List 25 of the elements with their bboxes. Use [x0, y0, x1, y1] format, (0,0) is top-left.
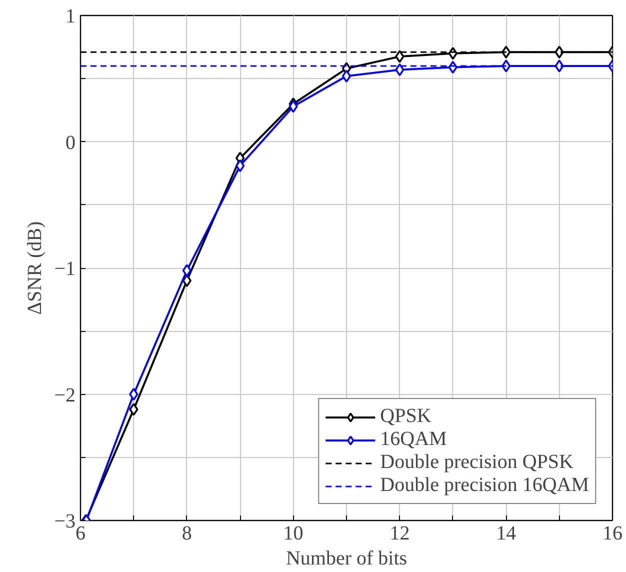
point	[236, 159, 245, 172]
y-tick-label: −1	[54, 258, 76, 280]
point	[342, 70, 352, 82]
x-tick-label: 10	[283, 522, 304, 544]
point	[288, 100, 298, 113]
y-tick-label: 1	[66, 6, 76, 28]
y-tick-label: 0	[66, 132, 76, 154]
x-tick-label: 12	[390, 522, 410, 544]
x-tick-label: 14	[496, 522, 516, 544]
point	[129, 388, 138, 401]
legend-label: Double precision 16QAM	[380, 474, 589, 497]
x-tick-label: 16	[602, 522, 622, 544]
y-axis-title: ΔSNR (dB)	[24, 221, 46, 315]
x-axis-title: Number of bits	[286, 548, 408, 570]
point	[182, 264, 192, 277]
x-tick-label: 8	[182, 522, 192, 544]
y-tick-label: −3	[54, 510, 76, 532]
x-tick-label: 6	[76, 522, 86, 544]
legend-label: Double precision QPSK	[380, 451, 574, 474]
legend-label: QPSK	[380, 405, 432, 428]
point	[129, 403, 138, 416]
legend-label: 16QAM	[380, 428, 447, 451]
y-tick-label: −2	[54, 384, 76, 406]
point	[395, 50, 404, 63]
point	[395, 63, 404, 76]
